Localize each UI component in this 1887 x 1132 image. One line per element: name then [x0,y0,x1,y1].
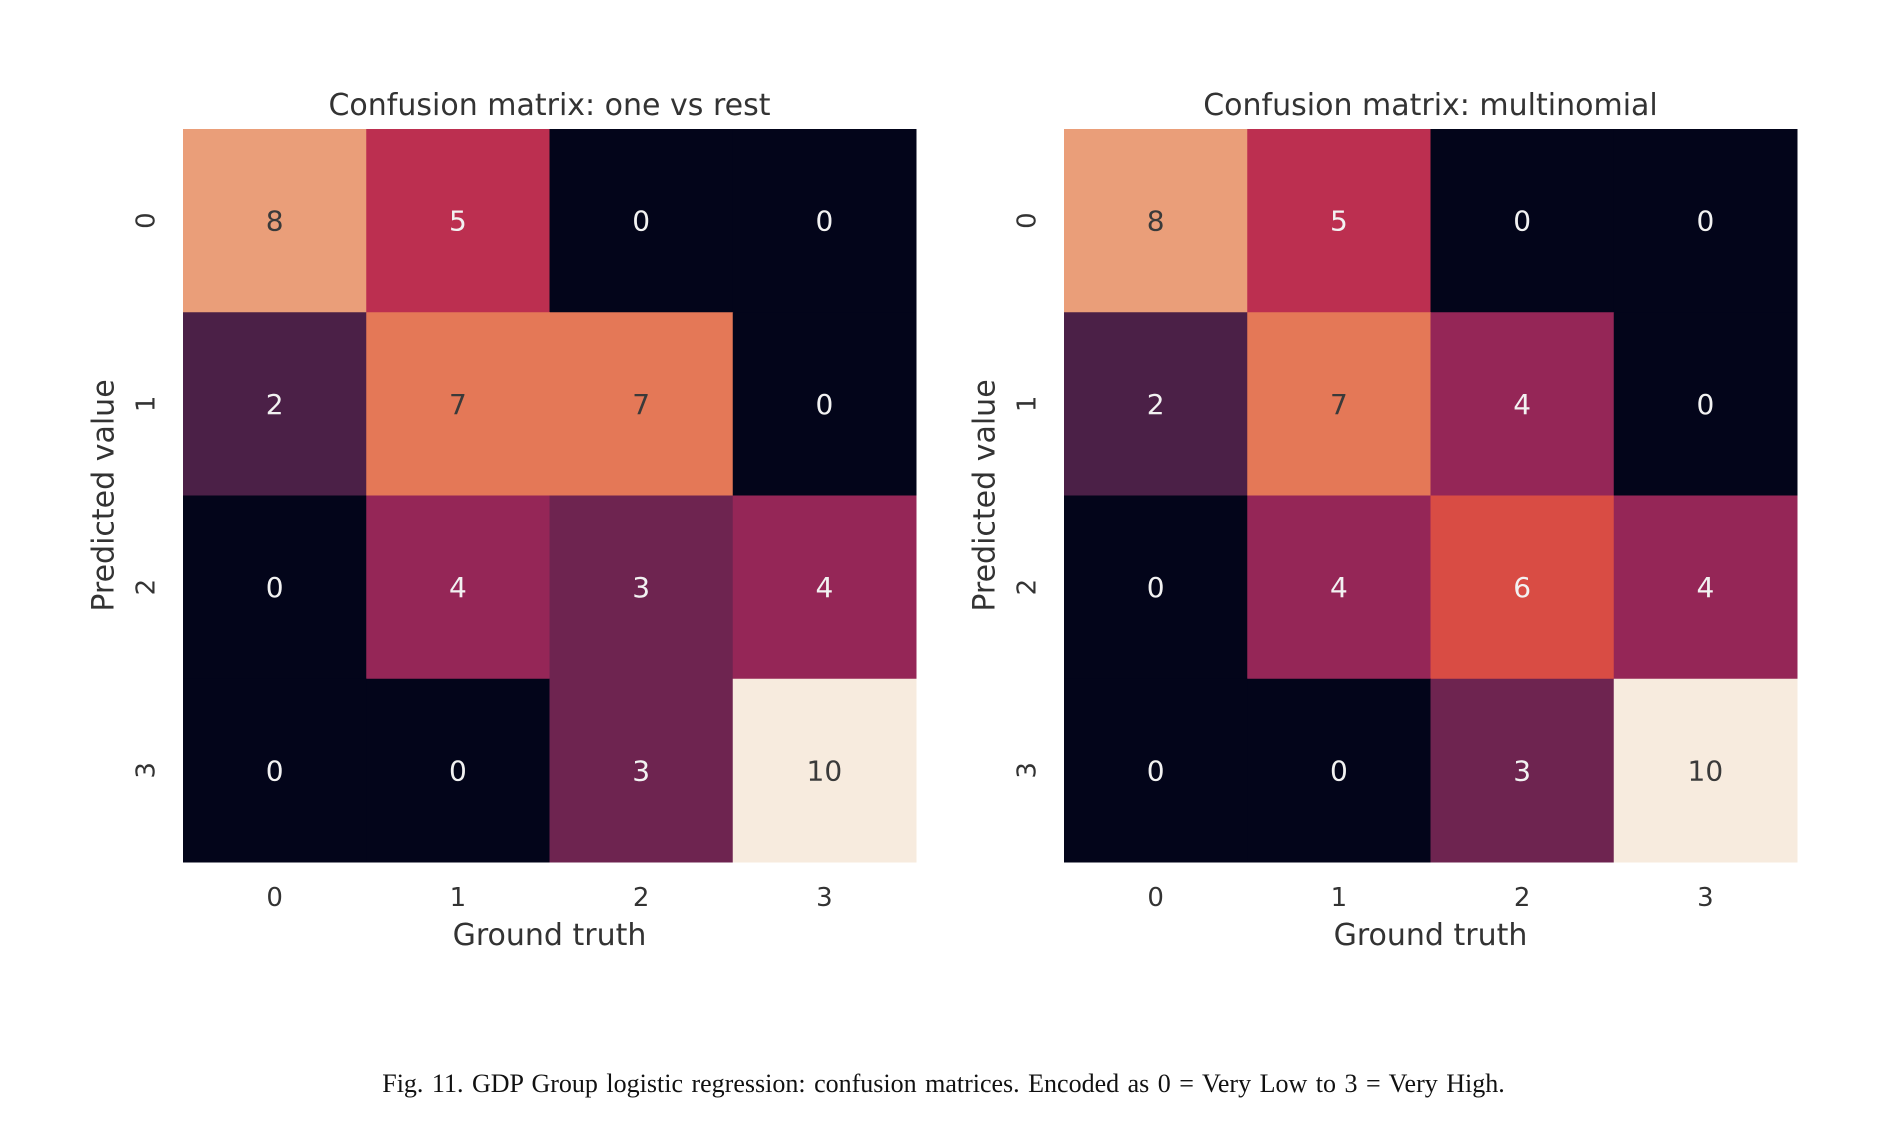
x-axis-label: Ground truth [453,918,647,953]
heatmap-cell-r1-c0 [183,312,367,496]
x-axis-label: Ground truth [1334,918,1528,953]
heatmap-cell-r0-c0 [183,129,367,313]
heatmap-cell-r1-c3 [1613,312,1798,496]
heatmap-cell-r3-c0 [1064,678,1248,863]
cell-value-label: 4 [1513,388,1531,421]
heatmap-cell-r2-c2 [549,495,734,680]
heatmap-cell-r2-c2 [1430,495,1615,680]
cell-value-label: 7 [632,388,650,421]
cell-value-label: 0 [266,571,284,604]
x-tick-label: 3 [1697,883,1714,913]
x-tick-label: 2 [633,883,650,913]
heatmap-cell-r0-c1 [1247,129,1431,313]
heatmap-cell-r1-c1 [1247,312,1431,496]
heatmap-cell-r3-c1 [1247,678,1431,863]
heatmap-cell-r2-c1 [366,495,550,680]
cell-value-label: 0 [1513,205,1531,238]
heatmap-cell-r3-c3 [732,678,917,863]
x-tick-label: 0 [266,883,283,913]
cell-value-label: 0 [1696,205,1714,238]
cell-value-label: 0 [1147,571,1165,604]
y-tick-label: 0 [132,212,162,229]
x-tick-label: 0 [1147,883,1164,913]
y-tick-label: 0 [1013,212,1043,229]
heatmap-cell-r2-c3 [732,495,917,680]
heatmap-cell-r3-c2 [549,678,734,863]
cell-value-label: 7 [449,388,467,421]
cell-value-label: 0 [266,754,284,787]
chart-title: Confusion matrix: multinomial [1203,88,1658,123]
heatmap-cell-r3-c1 [366,678,550,863]
heatmap-cell-r0-c3 [732,129,917,313]
y-tick-label: 3 [1013,762,1043,779]
y-tick-label: 1 [132,396,162,413]
heatmap-cell-r1-c2 [549,312,734,496]
heatmap-cell-r0-c0 [1064,129,1248,313]
heatmap-cell-r0-c2 [1430,129,1615,313]
y-tick-label: 2 [1013,579,1043,596]
cell-value-label: 3 [632,754,650,787]
x-tick-label: 1 [450,883,467,913]
figure-caption: Fig. 11. GDP Group logistic regression: … [382,1069,1505,1098]
heatmap-cell-r2-c1 [1247,495,1431,680]
cell-value-label: 0 [632,205,650,238]
cell-value-label: 8 [266,205,284,238]
heatmap-cell-r0-c2 [549,129,734,313]
cell-value-label: 0 [815,205,833,238]
cell-value-label: 0 [449,754,467,787]
x-tick-label: 2 [1514,883,1531,913]
cell-value-label: 4 [1696,571,1714,604]
cell-value-label: 2 [266,388,284,421]
heatmap-cell-r0-c1 [366,129,550,313]
cell-value-label: 7 [1330,388,1348,421]
x-tick-label: 3 [816,883,833,913]
heatmap-cell-r3-c2 [1430,678,1615,863]
heatmap-cell-r1-c0 [1064,312,1248,496]
cell-value-label: 3 [632,571,650,604]
y-tick-label: 3 [132,762,162,779]
cell-value-label: 2 [1147,388,1165,421]
cell-value-label: 4 [815,571,833,604]
heatmap-cell-r2-c3 [1613,495,1798,680]
heatmap-cell-r3-c3 [1613,678,1798,863]
cell-value-label: 6 [1513,571,1531,604]
y-tick-label: 1 [1013,396,1043,413]
heatmap-cell-r1-c1 [366,312,550,496]
y-tick-label: 2 [132,579,162,596]
cell-value-label: 3 [1513,754,1531,787]
heatmap-cell-r0-c3 [1613,129,1798,313]
cell-value-label: 5 [449,205,467,238]
cell-value-label: 4 [1330,571,1348,604]
cell-value-label: 0 [1696,388,1714,421]
cell-value-label: 0 [1147,754,1165,787]
y-axis-label: Predicted value [87,379,122,611]
cell-value-label: 8 [1147,205,1165,238]
chart-title: Confusion matrix: one vs rest [328,88,770,123]
heatmap-cell-r2-c0 [1064,495,1248,680]
cell-value-label: 0 [1330,754,1348,787]
heatmap-cell-r2-c0 [183,495,367,680]
cell-value-label: 0 [815,388,833,421]
cell-value-label: 5 [1330,205,1348,238]
y-axis-label: Predicted value [968,379,1003,611]
heatmap-cell-r1-c3 [732,312,917,496]
x-tick-label: 1 [1331,883,1348,913]
heatmap-cell-r1-c2 [1430,312,1615,496]
heatmap-cell-r3-c0 [183,678,367,863]
cell-value-label: 10 [1688,754,1724,787]
cell-value-label: 10 [807,754,843,787]
cell-value-label: 4 [449,571,467,604]
